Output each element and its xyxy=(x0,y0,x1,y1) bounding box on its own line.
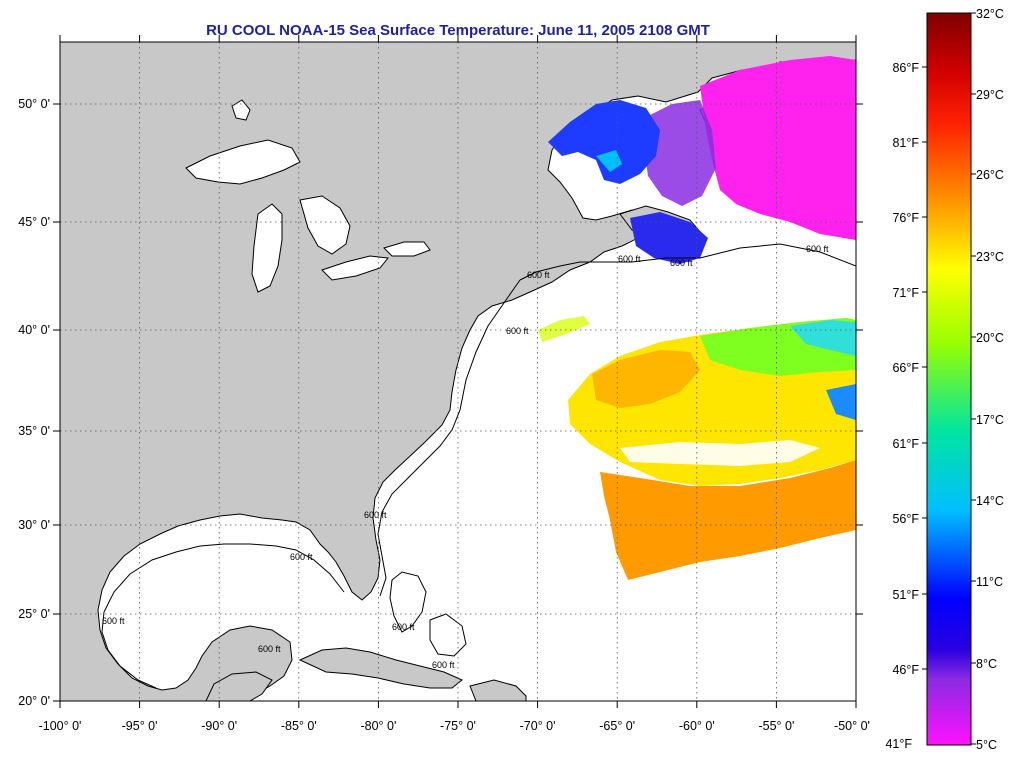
celsius-label: 5°C xyxy=(976,738,997,752)
isobath-600ft-atlantic xyxy=(377,243,856,597)
yucatan-land xyxy=(205,671,273,701)
sst-north-cold-region xyxy=(700,56,856,240)
contour-label: 600 ft xyxy=(806,244,829,254)
lake-ontario xyxy=(383,241,431,257)
colorbar-ticks xyxy=(922,12,976,745)
longitude-label: -70° 0' xyxy=(520,719,556,733)
sst-gulf-maine-blue xyxy=(630,212,708,264)
latitude-label: 45° 0' xyxy=(18,215,50,229)
lake-superior xyxy=(185,139,301,185)
contour-label: 600 ft xyxy=(432,660,455,670)
lake-huron xyxy=(299,195,351,255)
sst-coastal-strip xyxy=(538,316,590,342)
longitude-label: -75° 0' xyxy=(440,719,476,733)
fahrenheit-label: 61°F xyxy=(892,437,919,451)
celsius-label: 8°C xyxy=(976,657,997,671)
contour-label: 600 ft xyxy=(364,510,387,520)
latitude-label: 30° 0' xyxy=(18,518,50,532)
cuba-land xyxy=(298,647,463,689)
celsius-label: 14°C xyxy=(976,494,1004,508)
fahrenheit-label: 51°F xyxy=(892,588,919,602)
contour-label: 600 ft xyxy=(527,270,550,280)
longitude-label: -95° 0' xyxy=(122,719,158,733)
lake-winnipeg xyxy=(231,99,251,121)
celsius-label: 11°C xyxy=(976,575,1003,589)
sst-white-cloud-gap xyxy=(620,440,820,466)
celsius-label: 20°C xyxy=(976,331,1004,345)
sst-north-purple-region xyxy=(640,100,716,206)
contour-label: 600 ft xyxy=(670,258,693,268)
sst-south-orange-region xyxy=(600,460,856,580)
latitude-label: 50° 0' xyxy=(18,97,50,111)
sst-gulf-st-lawrence-blue xyxy=(548,100,660,184)
tick-marks xyxy=(53,35,863,708)
fahrenheit-label: 76°F xyxy=(892,211,919,225)
fahrenheit-label: 71°F xyxy=(892,286,919,300)
celsius-label: 32°C xyxy=(976,7,1004,21)
contour-label: 600 ft xyxy=(392,622,415,632)
contour-label: 600 ft xyxy=(506,326,529,336)
longitude-label: -50° 0' xyxy=(834,719,870,733)
contour-label: 600 ft xyxy=(102,616,125,626)
latitude-label: 25° 0' xyxy=(18,607,50,621)
longitude-label: -85° 0' xyxy=(281,719,317,733)
fahrenheit-label: 86°F xyxy=(892,61,919,75)
latitude-label: 20° 0' xyxy=(18,694,50,708)
sst-south-orange-north-band xyxy=(592,350,700,408)
celsius-label: 23°C xyxy=(976,250,1004,264)
longitude-label: -55° 0' xyxy=(758,719,794,733)
fahrenheit-label: 66°F xyxy=(892,361,919,375)
celsius-label: 17°C xyxy=(976,413,1004,427)
longitude-label: -90° 0' xyxy=(201,719,237,733)
fahrenheit-label: 46°F xyxy=(892,663,919,677)
sst-blue-patch xyxy=(826,384,856,420)
north-america-land xyxy=(60,42,856,701)
longitude-label: -80° 0' xyxy=(360,719,396,733)
latitude-label: 35° 0' xyxy=(18,424,50,438)
celsius-label: 29°C xyxy=(976,88,1004,102)
sst-cyan-patch xyxy=(596,150,622,172)
lake-michigan xyxy=(251,203,283,293)
isobath-600ft-bahamas xyxy=(389,571,467,657)
latitude-label: 40° 0' xyxy=(18,323,50,337)
lake-erie xyxy=(321,255,389,281)
longitude-label: -60° 0' xyxy=(679,719,715,733)
fahrenheit-label: 81°F xyxy=(892,136,919,150)
contour-label: 600 ft xyxy=(618,254,641,264)
hispaniola-land xyxy=(469,679,527,701)
longitude-label: -100° 0' xyxy=(39,719,82,733)
contour-label: 600 ft xyxy=(290,552,313,562)
map-title: RU COOL NOAA-15 Sea Surface Temperature:… xyxy=(206,22,710,39)
celsius-label: 26°C xyxy=(976,168,1004,182)
fahrenheit-label: 41°F xyxy=(885,737,912,751)
fahrenheit-label: 56°F xyxy=(892,512,919,526)
isobath-600ft-gulf xyxy=(101,543,345,689)
longitude-label: -65° 0' xyxy=(599,719,635,733)
sst-cyan-band xyxy=(790,320,856,356)
colorbar xyxy=(926,12,972,746)
contour-label: 600 ft xyxy=(258,644,281,654)
